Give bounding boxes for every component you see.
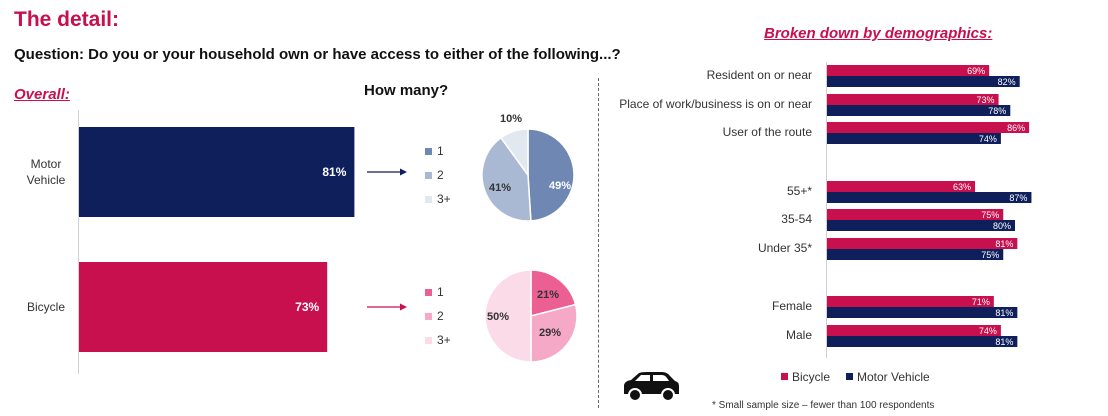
bicycle-bar [827,122,1030,133]
bicycle-bar [827,209,1004,220]
demographic-bar-value: 75% [981,210,999,220]
demographic-bar-value: 87% [1009,193,1027,203]
overall-bar [79,127,355,217]
overall-category-label: Motor [31,157,62,171]
pie-legend-swatch [425,313,432,320]
motor-vehicle-bar [827,220,1015,231]
pie-slice [527,128,575,222]
pie-legend-label: 2 [437,309,444,323]
demographic-category-label: Resident on or near [707,68,812,82]
pie-slice [484,269,532,363]
demographic-bar-value: 69% [967,66,985,76]
motor-vehicle-bar [827,133,1001,144]
question-text: Question: Do you or your household own o… [14,46,621,63]
demographic-bar-value: 78% [988,106,1006,116]
motor-vehicle-bar [827,307,1018,318]
how-many-heading: How many? [364,82,449,99]
bicycle-bar [827,238,1018,249]
demographic-category-label: Under 35* [758,241,812,255]
arrow-head [400,168,407,176]
demographic-bar-value: 82% [998,77,1016,87]
arrow-head [400,303,407,311]
demographics-heading: Broken down by demographics: [764,25,993,42]
overall-bar-value: 73% [295,300,319,314]
demographic-bar-value: 63% [953,182,971,192]
motor-vehicle-bar [827,336,1018,347]
demographic-bar-value: 81% [995,239,1013,249]
demographic-bar-value: 71% [972,297,990,307]
page-title: The detail: [14,8,120,31]
pie-slice [499,128,529,178]
pie-slice-label: 50% [487,311,509,323]
motor-vehicle-bar [827,192,1032,203]
demographic-bar-value: 81% [995,337,1013,347]
motor-vehicle-bar [827,249,1004,260]
demographic-legend-swatch [846,373,853,380]
bicycle-bar [827,94,999,105]
motor-vehicle-bar [827,105,1011,116]
pie-legend-swatch [425,337,432,344]
pie-legend-swatch [425,148,432,155]
pie-slice-label: 41% [489,182,511,194]
pie-slice-label: 10% [500,113,522,125]
demographics-axis-line [826,62,827,358]
pie-slice-label: 49% [549,180,571,192]
overall-category-label: Vehicle [27,173,66,187]
demographic-bar-value: 75% [981,250,999,260]
pie-slice-label: 29% [539,327,561,339]
demographic-bar-value: 81% [995,308,1013,318]
overall-bar [79,262,328,352]
footnote: * Small sample size – fewer than 100 res… [712,400,935,411]
demographic-bar-value: 74% [979,326,997,336]
demographic-category-label: Place of work/business is on or near [619,97,812,111]
pie-slice [481,136,532,222]
demographic-bar-value: 86% [1007,123,1025,133]
pie-legend-label: 1 [437,285,444,299]
pie-legend-swatch [425,289,432,296]
pie-slice [530,303,578,363]
demographic-bar-value: 74% [979,134,997,144]
overall-bar-value: 81% [322,165,346,179]
demographic-bar-value: 73% [977,95,995,105]
demographic-category-label: 35-54 [781,212,812,226]
pie-legend-swatch [425,196,432,203]
demographic-category-label: User of the route [723,125,813,139]
demographic-legend-label: Motor Vehicle [857,370,930,384]
bicycle-bar [827,296,994,307]
pie-slice-label: 21% [537,289,559,301]
pie-legend-swatch [425,172,432,179]
section-divider [598,78,599,408]
pie-legend-label: 2 [437,168,444,182]
demographic-legend-label: Bicycle [792,370,830,384]
pie-legend-label: 3+ [437,192,451,206]
overall-heading: Overall: [14,86,70,103]
pie-slice [530,269,577,317]
demographic-category-label: 55+* [787,184,812,198]
bicycle-bar [827,65,990,76]
overall-category-label: Bicycle [27,300,65,314]
pie-legend-label: 3+ [437,333,451,347]
demographic-legend-swatch [781,373,788,380]
bicycle-bar [827,181,976,192]
pie-legend-label: 1 [437,144,444,158]
demographic-category-label: Male [786,328,812,342]
motor-vehicle-bar [827,76,1020,87]
demographic-bar-value: 80% [993,221,1011,231]
demographic-category-label: Female [772,299,812,313]
overall-axis-line [78,110,79,374]
bicycle-bar [827,325,1001,336]
